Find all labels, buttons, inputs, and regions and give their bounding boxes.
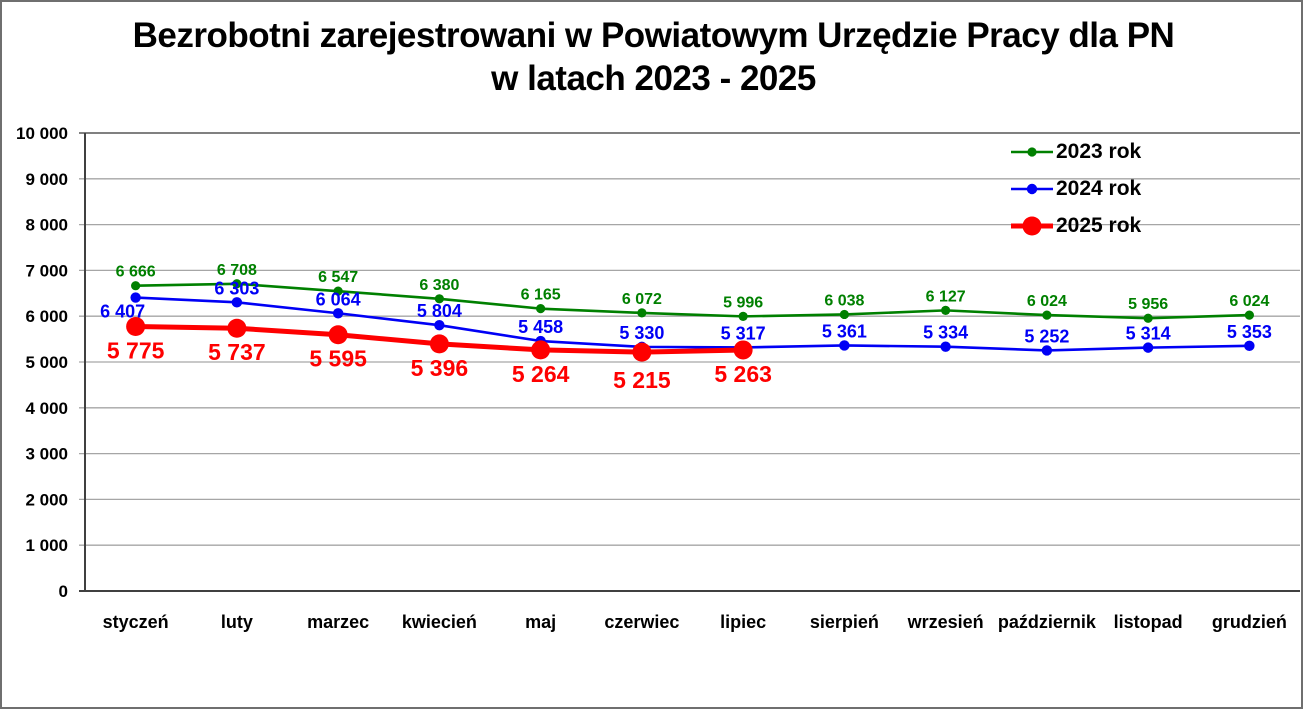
data-label: 6 072 bbox=[622, 291, 662, 308]
data-label: 5 334 bbox=[923, 323, 968, 343]
y-tick-label: 2 000 bbox=[25, 490, 68, 509]
data-point bbox=[434, 319, 445, 331]
x-axis-label: marzec bbox=[307, 612, 369, 632]
chart-title-line1: Bezrobotni zarejestrowani w Powiatowym U… bbox=[132, 16, 1175, 55]
legend-line-marker-icon bbox=[1011, 216, 1053, 235]
data-point bbox=[232, 279, 242, 289]
data-point bbox=[738, 311, 748, 321]
y-tick-label: 5 000 bbox=[25, 353, 68, 372]
chart-title-line2: w latach 2023 - 2025 bbox=[491, 59, 816, 98]
data-label: 5 215 bbox=[613, 367, 671, 393]
chart-title: Bezrobotni zarejestrowani w Powiatowym U… bbox=[2, 14, 1301, 100]
data-point bbox=[333, 286, 343, 296]
data-point bbox=[1143, 313, 1153, 323]
data-point bbox=[1244, 340, 1255, 352]
data-point bbox=[531, 340, 551, 360]
data-label: 6 127 bbox=[926, 288, 966, 305]
data-label: 5 314 bbox=[1126, 324, 1171, 344]
data-point bbox=[637, 308, 647, 318]
data-label: 6 547 bbox=[318, 269, 358, 286]
data-point bbox=[632, 342, 652, 362]
x-axis-label: wrzesień bbox=[907, 612, 984, 632]
y-tick-label: 7 000 bbox=[25, 261, 68, 280]
data-label: 5 996 bbox=[723, 294, 763, 311]
data-label: 5 458 bbox=[518, 317, 563, 337]
legend-item-2023-rok: 2023 rok bbox=[1010, 133, 1141, 170]
y-tick-label: 9 000 bbox=[25, 170, 68, 189]
data-point bbox=[839, 309, 849, 320]
data-label: 5 396 bbox=[411, 355, 469, 381]
y-tick-label: 4 000 bbox=[25, 399, 68, 418]
x-axis-label: sierpień bbox=[810, 612, 879, 632]
x-axis-label: grudzień bbox=[1212, 612, 1287, 632]
data-point bbox=[941, 305, 951, 315]
data-point bbox=[940, 341, 951, 352]
data-point bbox=[536, 304, 546, 314]
data-label: 6 708 bbox=[217, 262, 257, 279]
x-axis-label: listopad bbox=[1114, 612, 1183, 632]
y-tick-label: 3 000 bbox=[25, 445, 68, 464]
data-point bbox=[1041, 345, 1053, 356]
legend-item-2025-rok: 2025 rok bbox=[1010, 207, 1141, 244]
data-label: 5 804 bbox=[417, 301, 462, 321]
data-point bbox=[231, 297, 243, 308]
y-tick-label: 1 000 bbox=[25, 536, 68, 555]
x-axis-label: maj bbox=[525, 612, 556, 632]
data-point bbox=[434, 294, 444, 304]
x-axis-label: lipiec bbox=[720, 612, 766, 632]
data-point bbox=[328, 325, 348, 345]
series-line-2024-rok bbox=[134, 296, 1251, 352]
data-label: 5 361 bbox=[822, 321, 867, 341]
data-label: 5 264 bbox=[512, 361, 570, 387]
data-label: 6 380 bbox=[419, 277, 459, 294]
data-label: 6 165 bbox=[521, 287, 561, 304]
data-label: 5 956 bbox=[1128, 296, 1168, 313]
legend-label: 2024 rok bbox=[1056, 176, 1142, 200]
data-label: 6 064 bbox=[316, 289, 361, 309]
data-label: 5 595 bbox=[309, 346, 367, 372]
y-tick-label: 6 000 bbox=[25, 307, 68, 326]
data-point bbox=[1142, 342, 1154, 353]
legend: 2023 rok 2024 rok 2025 rok bbox=[1010, 133, 1141, 244]
legend-label: 2023 rok bbox=[1056, 139, 1142, 163]
data-point bbox=[429, 334, 449, 354]
data-label: 6 666 bbox=[116, 264, 156, 281]
data-point bbox=[839, 340, 850, 351]
y-tick-label: 8 000 bbox=[25, 216, 68, 235]
series-line-2023-rok bbox=[134, 282, 1251, 320]
data-point bbox=[1244, 310, 1254, 320]
data-label: 5 330 bbox=[619, 323, 664, 343]
data-label: 5 353 bbox=[1227, 322, 1272, 342]
legend-item-2024-rok: 2024 rok bbox=[1010, 170, 1141, 207]
data-label: 6 407 bbox=[100, 302, 145, 322]
data-label: 6 024 bbox=[1229, 293, 1269, 310]
data-label: 6 038 bbox=[824, 292, 864, 309]
data-label: 5 252 bbox=[1024, 326, 1069, 346]
data-point bbox=[1042, 310, 1052, 320]
x-axis-label: październik bbox=[998, 612, 1097, 632]
x-axis-label: styczeń bbox=[103, 612, 169, 632]
data-point bbox=[332, 308, 344, 319]
data-label: 6 303 bbox=[214, 278, 259, 298]
data-label: 6 024 bbox=[1027, 293, 1067, 310]
legend-line-marker-icon bbox=[1011, 183, 1053, 194]
legend-label: 2025 rok bbox=[1056, 213, 1142, 237]
data-point bbox=[227, 318, 247, 338]
data-point bbox=[733, 340, 753, 360]
data-point bbox=[131, 281, 141, 291]
data-point bbox=[126, 317, 146, 337]
data-label: 5 737 bbox=[208, 339, 266, 365]
x-axis-label: luty bbox=[221, 612, 253, 632]
x-axis-label: czerwiec bbox=[604, 612, 679, 632]
data-label: 5 317 bbox=[721, 323, 766, 343]
data-point bbox=[130, 292, 141, 303]
x-axis-label: kwiecień bbox=[402, 612, 477, 632]
y-tick-label: 10 000 bbox=[16, 124, 68, 143]
data-label: 5 775 bbox=[107, 338, 165, 364]
legend-line-marker-icon bbox=[1011, 146, 1053, 157]
data-label: 5 263 bbox=[714, 361, 772, 387]
y-tick-label: 0 bbox=[59, 582, 68, 601]
